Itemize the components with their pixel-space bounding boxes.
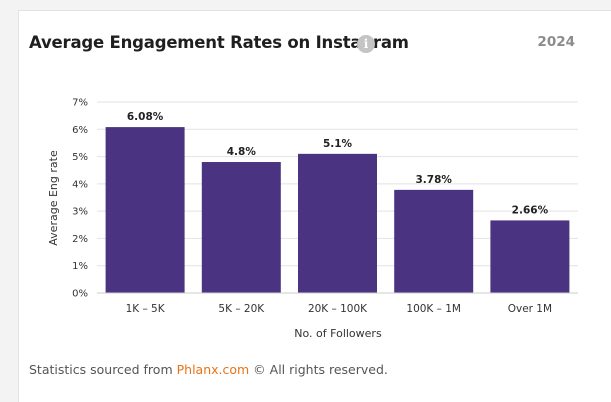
y-axis-title: Average Eng rate xyxy=(47,150,60,246)
y-tick-label: 7% xyxy=(72,98,88,109)
x-axis-title: No. of Followers xyxy=(294,327,382,340)
year-label: 2024 xyxy=(537,34,575,50)
x-axis-ticks: 1K – 5K 5K – 20K 20K – 100K 100K – 1M Over 1… xyxy=(126,303,553,315)
x-tick-label: 20K – 100K xyxy=(308,303,368,315)
bar-value-label: 2.66% xyxy=(512,204,549,216)
x-tick-label: 1K – 5K xyxy=(126,303,166,315)
y-axis-ticks: 0% 1% 2% 3% 4% 5% 6% 7% xyxy=(72,98,88,300)
x-tick-label: 100K – 1M xyxy=(406,303,461,315)
footer: Statistics sourced from Phlanx.com © All… xyxy=(29,362,388,377)
y-tick-label: 6% xyxy=(72,125,88,136)
bar-value-label: 3.78% xyxy=(415,174,452,186)
x-tick-label: Over 1M xyxy=(508,303,552,315)
bar[interactable] xyxy=(490,220,570,293)
bar[interactable] xyxy=(201,162,281,293)
x-tick-label: 5K – 20K xyxy=(218,303,265,315)
y-tick-label: 3% xyxy=(72,207,88,218)
bar-value-label: 4.8% xyxy=(227,146,257,158)
y-tick-label: 2% xyxy=(72,234,88,245)
y-tick-label: 0% xyxy=(72,289,88,300)
bar[interactable] xyxy=(105,127,185,293)
y-tick-label: 5% xyxy=(72,152,88,163)
bar-value-label: 5.1% xyxy=(323,138,353,150)
info-icon[interactable]: i xyxy=(357,35,375,53)
bars xyxy=(105,127,570,293)
footer-suffix: © All rights reserved. xyxy=(249,362,388,377)
y-tick-label: 1% xyxy=(72,261,88,272)
value-labels: 6.08% 4.8% 5.1% 3.78% 2.66% xyxy=(127,111,549,216)
bar[interactable] xyxy=(298,153,377,293)
bar[interactable] xyxy=(394,189,474,293)
chart-title: Average Engagement Rates on Instagram xyxy=(29,33,409,52)
footer-prefix: Statistics sourced from xyxy=(29,362,177,377)
y-tick-label: 4% xyxy=(72,179,88,190)
bar-value-label: 6.08% xyxy=(127,111,164,123)
source-link[interactable]: Phlanx.com xyxy=(176,362,250,377)
